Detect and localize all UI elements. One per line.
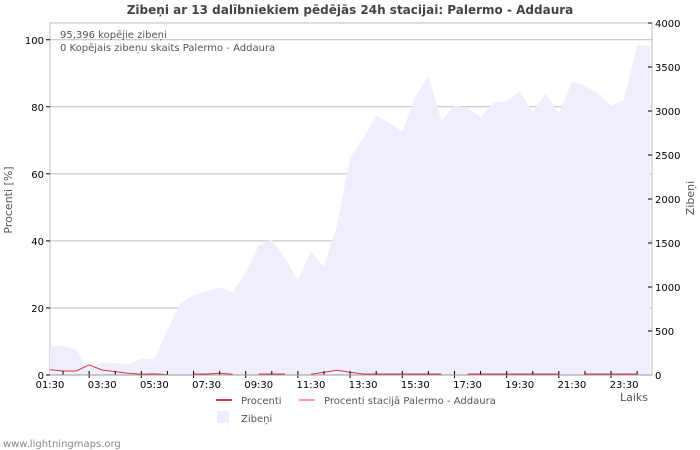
y-right-tick-label: 3000 <box>655 107 680 118</box>
x-axis-label: Laiks <box>620 391 648 404</box>
y-left-tick-label: 0 <box>38 371 44 382</box>
legend-procenti: Procenti <box>241 396 282 407</box>
y-right-tick-label: 0 <box>655 371 661 382</box>
y-left-tick-label: 100 <box>25 36 44 47</box>
x-tick-label: 15:30 <box>401 380 430 391</box>
x-tick-label: 19:30 <box>505 380 534 391</box>
y-left-tick-label: 20 <box>31 304 44 315</box>
x-tick-label: 07:30 <box>192 380 221 391</box>
x-tick-label: 03:30 <box>88 380 117 391</box>
chart-title: Zibeņi ar 13 dalībniekiem pēdējās 24h st… <box>127 3 574 17</box>
series-zibeni-area <box>50 44 651 376</box>
info-station-strikes: 0 Kopējais zibeņu skaits Palermo - Addau… <box>60 43 275 54</box>
y-left-tick-label: 80 <box>31 103 44 114</box>
x-tick-label: 11:30 <box>297 380 326 391</box>
x-tick-label: 21:30 <box>557 380 586 391</box>
y-right-tick-label: 1500 <box>655 239 680 250</box>
x-tick-label: 17:30 <box>453 380 482 391</box>
credit-link[interactable]: www.lightningmaps.org <box>3 439 121 450</box>
y-right-tick-label: 2500 <box>655 151 680 162</box>
y-right-tick-label: 500 <box>655 327 674 338</box>
legend-zibeni-swatch <box>217 411 229 423</box>
y-left-label: Procenti [%] <box>2 166 15 233</box>
legend-zibeni: Zibeņi <box>241 414 272 425</box>
y-right-tick-label: 2000 <box>655 195 680 206</box>
y-right-tick-label: 1000 <box>655 283 680 294</box>
series-procenti-line <box>49 364 168 376</box>
y-left-tick-label: 40 <box>31 237 44 248</box>
x-tick-label: 05:30 <box>140 380 169 391</box>
x-tick-label: 01:30 <box>36 380 65 391</box>
series-procenti-line <box>193 372 233 375</box>
x-tick-label: 13:30 <box>349 380 378 391</box>
x-tick-label: 23:30 <box>610 380 639 391</box>
y-right-tick-label: 4000 <box>655 19 680 30</box>
y-left-tick-label: 60 <box>31 170 44 181</box>
y-right-tick-label: 3500 <box>655 63 680 74</box>
info-total-strikes: 95,396 kopējie zibeņi <box>60 30 167 41</box>
y-right-label: Zibeņi <box>684 181 697 215</box>
legend-station-percent: Procenti stacijā Palermo - Addaura <box>324 396 496 407</box>
x-tick-label: 09:30 <box>244 380 273 391</box>
